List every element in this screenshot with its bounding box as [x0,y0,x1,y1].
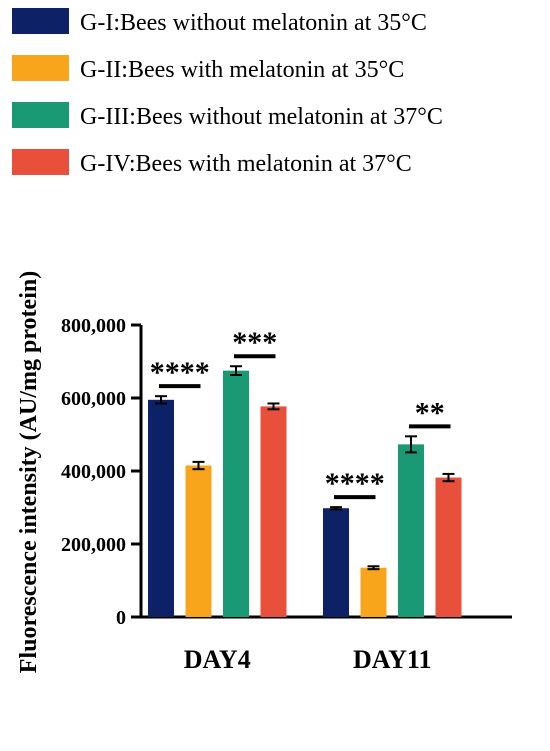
significance-label: **** [150,356,210,389]
legend: G-I:Bees without melatonin at 35°C G-II:B… [12,8,443,177]
legend-swatch [12,149,69,175]
legend-swatch [12,102,69,128]
error-bar [230,365,242,377]
bar [398,444,424,617]
bar [223,370,249,617]
bar [148,399,174,617]
error-bar [192,460,205,471]
y-tick-label: 400,000 [61,461,126,483]
legend-swatch [12,55,69,81]
significance-marker: **** [325,467,385,500]
legend-swatch [12,8,69,34]
x-tick-label: DAY4 [184,645,251,674]
y-tick-label: 800,000 [61,315,126,337]
legend-label: G-II:Bees with melatonin at 35°C [80,57,404,83]
error-bar [405,435,417,454]
bar [323,508,349,617]
legend-label: G-IV:Bees with melatonin at 37°C [80,151,412,177]
error-bar [267,402,280,411]
y-tick-label: 0 [116,607,126,629]
y-tick-label: 600,000 [61,388,126,410]
bar [260,406,287,617]
error-bar [155,395,167,405]
bar [435,477,462,617]
error-bar [330,506,342,511]
x-tick-label: DAY11 [353,645,432,674]
significance-label: **** [325,467,385,500]
significance-label: *** [232,326,277,359]
plot-area: 0 200,000 400,000 600,000 800,000 DAY4 DAY11 **… [61,315,512,674]
y-axis-label: Fluorescence intensity (AU/mg protein) [16,271,42,673]
legend-label: G-III:Bees without melatonin at 37°C [80,104,443,130]
legend-label: G-I:Bees without melatonin at 35°C [80,10,427,36]
significance-marker: **** [150,356,210,389]
error-bar [442,472,455,483]
significance-label: ** [415,396,445,429]
significance-marker: *** [232,326,277,359]
error-bar [367,565,380,571]
bar [360,567,387,617]
bar [185,465,212,617]
y-tick-label: 200,000 [61,534,126,556]
significance-marker: ** [409,396,451,429]
